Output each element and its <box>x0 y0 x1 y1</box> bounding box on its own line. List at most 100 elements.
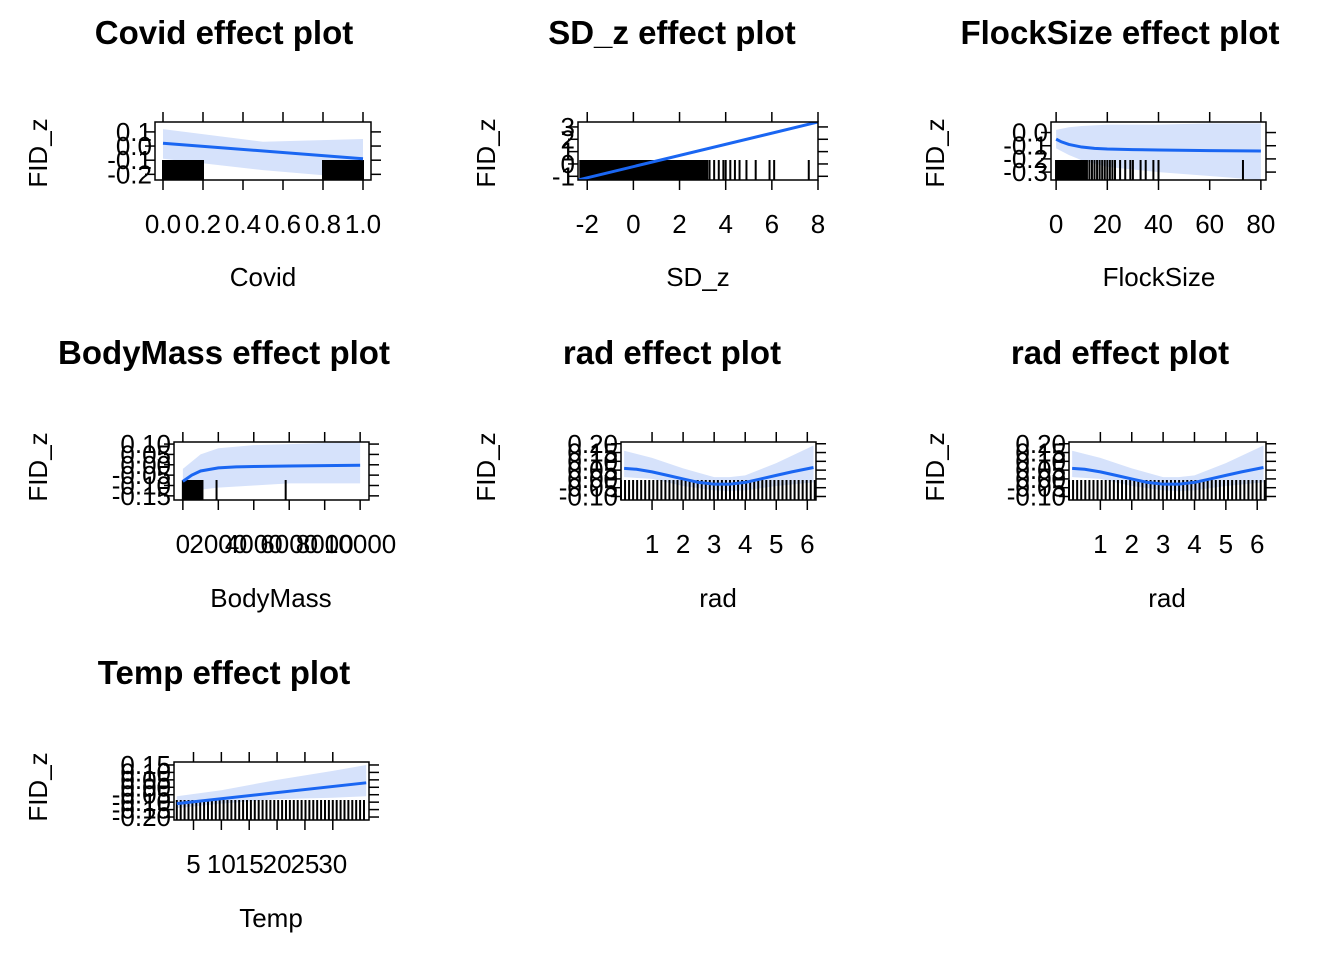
x-axis-label: BodyMass <box>210 583 331 613</box>
confidence-band <box>182 442 361 494</box>
rug-marks <box>162 160 364 180</box>
y-tick-label: -0.05 <box>112 780 171 810</box>
x-tick-label: 6000 <box>260 529 318 559</box>
y-tick-label: 0.05 <box>120 439 171 469</box>
x-tick-label: 4 <box>738 529 752 559</box>
x-tick-label: 6 <box>800 529 814 559</box>
chart-title: SD_z effect plot <box>548 14 796 51</box>
panel-6: 1 2 3 4 5 6 -0.10-0.050.000.050.100.150.20 rad … <box>920 334 1276 613</box>
x-tick-label: 3 <box>707 529 721 559</box>
panel-5: 1 2 3 4 5 6 -0.10-0.050.000.050.100.150.20 rad … <box>471 334 826 613</box>
y-tick-label: 3 <box>561 112 575 142</box>
y-tick-label: 0.15 <box>1015 438 1066 468</box>
x-axis-label: rad <box>1148 583 1186 613</box>
y-tick-label: -0.2 <box>107 159 152 189</box>
plot-frame <box>620 441 817 501</box>
rug-dense-block <box>579 160 709 180</box>
x-tick-label: 30 <box>318 849 347 879</box>
x-tick-label: 25 <box>290 849 319 879</box>
chart-title: Covid effect plot <box>95 14 354 51</box>
y-tick-label: 0.00 <box>120 450 171 480</box>
x-axis-label: Temp <box>239 903 303 933</box>
x-tick-label: 10 <box>207 849 236 879</box>
rug-marks <box>579 160 810 180</box>
y-tick-label: 1 <box>561 137 575 167</box>
chart-title: rad effect plot <box>563 334 781 371</box>
fit-line <box>623 466 814 486</box>
rug-dense-block <box>322 160 364 180</box>
y-tick-label: -0.20 <box>112 802 171 832</box>
y-tick-label: 0.00 <box>120 772 171 802</box>
x-tick-label: -2 <box>576 209 599 239</box>
rug-marks <box>181 480 287 500</box>
rug-marks <box>175 800 365 820</box>
y-tick-label: 0.00 <box>1015 464 1066 494</box>
y-tick-label: 0.20 <box>1015 429 1066 459</box>
y-tick-label: -0.15 <box>112 481 171 511</box>
y-tick-label: -0.05 <box>1007 473 1066 503</box>
y-tick-label: -0.2 <box>1003 144 1048 174</box>
y-tick-label: -0.05 <box>559 473 618 503</box>
y-tick-label: -0.1 <box>107 145 152 175</box>
x-tick-label: 1 <box>645 529 659 559</box>
x-tick-label: 60 <box>1195 209 1224 239</box>
y-tick-label: -1 <box>552 161 575 191</box>
fit-line <box>1072 466 1264 486</box>
y-tick-label: -0.10 <box>1007 481 1066 511</box>
y-tick-label: -0.3 <box>1003 157 1048 187</box>
y-axis-label: FID_z <box>471 118 501 187</box>
x-tick-label: 0 <box>626 209 640 239</box>
x-tick-label: 1 <box>1093 529 1107 559</box>
y-tick-label: 0.10 <box>120 757 171 787</box>
x-tick-label: 6 <box>1250 529 1264 559</box>
y-tick-label: 0.10 <box>120 429 171 459</box>
fit-line <box>1055 137 1261 153</box>
x-tick-label: 3 <box>1156 529 1170 559</box>
y-axis-label: FID_z <box>23 752 53 821</box>
y-tick-label: 2 <box>561 124 575 154</box>
confidence-band <box>624 445 814 492</box>
y-tick-label: 0.0 <box>116 131 152 161</box>
y-tick-label: 0.15 <box>567 438 618 468</box>
y-tick-label: -0.10 <box>559 481 618 511</box>
x-axis-label: FlockSize <box>1103 262 1216 292</box>
plot-frame <box>154 121 372 181</box>
y-axis-label: FID_z <box>23 118 53 187</box>
y-tick-label: 0.05 <box>567 455 618 485</box>
panel-3: 0 20 40 60 80 -0.3-0.2-0.10.0 FlockSize effect… <box>920 14 1280 292</box>
x-tick-label: 5 <box>769 529 783 559</box>
x-tick-label: 0.4 <box>225 209 261 239</box>
x-tick-label: 5 <box>186 849 200 879</box>
fit-line <box>162 141 364 161</box>
x-tick-label: 2 <box>672 209 686 239</box>
fit-line <box>176 781 367 806</box>
confidence-band <box>163 129 363 179</box>
x-tick-label: 8000 <box>296 529 354 559</box>
x-tick-label: 6 <box>765 209 779 239</box>
y-tick-label: 0.20 <box>567 429 618 459</box>
x-tick-label: 1.0 <box>345 209 381 239</box>
y-tick-label: -0.05 <box>112 460 171 490</box>
plot-frame <box>1068 441 1267 501</box>
y-axis-label: FID_z <box>471 432 501 501</box>
y-tick-label: 0.05 <box>1015 455 1066 485</box>
fit-line <box>182 463 361 483</box>
x-tick-label: 4000 <box>225 529 283 559</box>
chart-title: Temp effect plot <box>98 654 350 691</box>
chart-title: FlockSize effect plot <box>960 14 1279 51</box>
x-axis-label: rad <box>699 583 737 613</box>
x-axis-label: Covid <box>230 262 296 292</box>
plot-frame <box>173 761 370 821</box>
chart-title: BodyMass effect plot <box>58 334 390 371</box>
x-tick-label: 80 <box>1246 209 1275 239</box>
y-tick-label: 0.15 <box>120 750 171 780</box>
x-tick-label: 0.8 <box>305 209 341 239</box>
y-tick-label: -0.10 <box>112 471 171 501</box>
y-tick-label: 0.10 <box>567 446 618 476</box>
x-tick-label: 40 <box>1144 209 1173 239</box>
